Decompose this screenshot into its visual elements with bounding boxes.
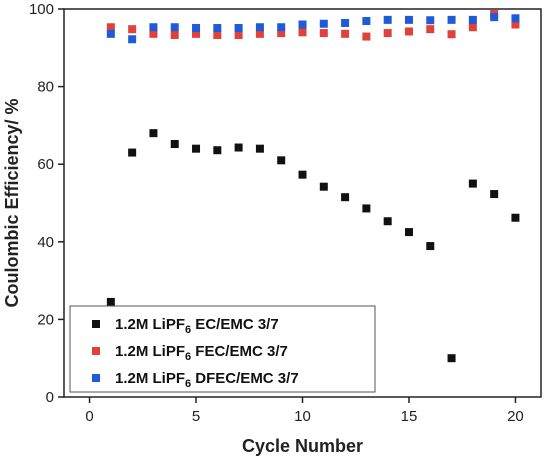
data-point-series-1 xyxy=(362,204,371,213)
data-point-series-1 xyxy=(170,140,179,149)
data-point-series-3 xyxy=(426,16,435,25)
y-tick-label: 0 xyxy=(46,389,54,406)
axis-ticks: 0 5 10 15 20 0 20 40 60 80 100 xyxy=(29,1,524,425)
data-point-series-1 xyxy=(234,143,243,152)
y-tick-label: 20 xyxy=(37,311,54,328)
data-point-series-3 xyxy=(149,23,158,32)
data-point-series-3 xyxy=(192,24,201,33)
data-point-series-2 xyxy=(128,25,137,34)
x-axis-label: Cycle Number xyxy=(242,436,363,456)
data-point-series-2 xyxy=(341,29,350,38)
data-point-series-1 xyxy=(149,129,158,138)
data-point-series-2 xyxy=(106,23,115,32)
data-point-series-2 xyxy=(149,29,158,38)
data-point-series-1 xyxy=(490,190,499,199)
data-point-series-2 xyxy=(404,27,413,36)
data-point-series-3 xyxy=(255,23,264,32)
data-point-series-3 xyxy=(447,15,456,24)
legend-marker xyxy=(92,347,100,355)
x-tick-label: 15 xyxy=(401,408,418,425)
legend-entry-label: 1.2M LiPF6 DFEC/EMC 3/7 xyxy=(115,370,299,390)
legend-marker xyxy=(92,320,100,328)
x-tick-label: 0 xyxy=(85,408,93,425)
data-point-series-2 xyxy=(426,25,435,34)
data-point-series-3 xyxy=(277,23,286,32)
x-tick-label: 10 xyxy=(294,408,311,425)
data-point-series-3 xyxy=(383,15,392,24)
legend-entry-label: 1.2M LiPF6 EC/EMC 3/7 xyxy=(115,316,279,336)
data-point-series-2 xyxy=(468,23,477,32)
data-point-series-3 xyxy=(298,20,307,29)
y-tick-label: 100 xyxy=(29,1,54,18)
data-point-series-2 xyxy=(255,29,264,38)
data-point-series-2 xyxy=(234,30,243,39)
data-point-series-3 xyxy=(404,15,413,24)
data-point-series-3 xyxy=(170,23,179,32)
legend: 1.2M LiPF6 EC/EMC 3/7 1.2M LiPF6 FEC/EMC … xyxy=(69,305,376,393)
y-tick-label: 40 xyxy=(37,234,54,251)
data-point-series-1 xyxy=(404,228,413,237)
data-point-series-2 xyxy=(192,29,201,38)
data-point-series-2 xyxy=(383,29,392,38)
x-tick-label: 20 xyxy=(507,408,524,425)
data-point-series-3 xyxy=(106,29,115,38)
data-point-series-1 xyxy=(106,297,115,306)
y-axis-label: Coulombic Efficiency/ % xyxy=(2,98,22,307)
data-point-series-1 xyxy=(255,144,264,153)
data-point-series-3 xyxy=(213,24,222,33)
data-point-series-3 xyxy=(341,18,350,27)
data-point-series-3 xyxy=(234,24,243,33)
data-point-series-1 xyxy=(468,179,477,188)
data-point-series-1 xyxy=(128,148,137,157)
data-point-series-1 xyxy=(277,156,286,165)
data-point-series-1 xyxy=(426,242,435,251)
data-point-series-1 xyxy=(341,193,350,202)
data-point-series-3 xyxy=(362,17,371,26)
y-tick-label: 80 xyxy=(37,79,54,96)
legend-box xyxy=(69,305,376,393)
data-point-series-1 xyxy=(319,182,328,191)
data-points xyxy=(106,10,520,363)
data-point-series-2 xyxy=(362,32,371,41)
legend-entry-label: 1.2M LiPF6 FEC/EMC 3/7 xyxy=(115,343,288,363)
data-point-series-1 xyxy=(213,146,222,155)
data-point-series-2 xyxy=(170,30,179,39)
data-point-series-1 xyxy=(192,144,201,153)
legend-marker xyxy=(92,374,100,382)
data-point-series-3 xyxy=(128,35,137,44)
data-point-series-2 xyxy=(319,29,328,38)
data-point-series-1 xyxy=(383,217,392,226)
x-tick-label: 5 xyxy=(192,408,200,425)
data-point-series-3 xyxy=(468,15,477,24)
data-point-series-1 xyxy=(298,170,307,179)
data-point-series-3 xyxy=(511,14,520,23)
data-point-series-2 xyxy=(213,30,222,39)
data-point-series-1 xyxy=(511,213,520,222)
data-point-series-2 xyxy=(447,30,456,39)
data-point-series-2 xyxy=(277,29,286,38)
data-point-series-2 xyxy=(298,28,307,37)
data-point-series-3 xyxy=(490,13,499,22)
y-tick-label: 60 xyxy=(37,156,54,173)
data-point-series-2 xyxy=(511,20,520,29)
data-point-series-1 xyxy=(447,354,456,363)
data-point-series-3 xyxy=(319,19,328,28)
